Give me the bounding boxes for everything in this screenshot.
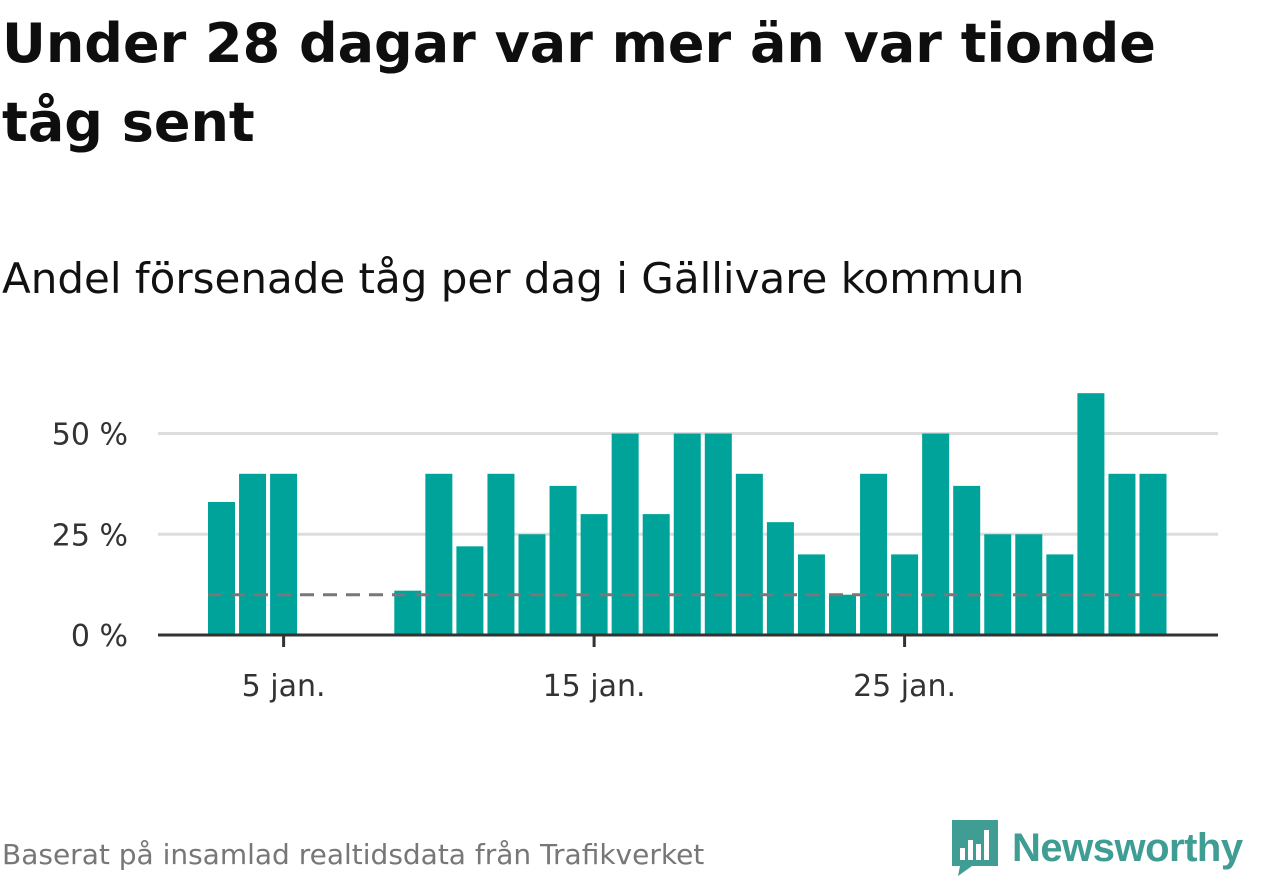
bar-27 [1015,534,1043,635]
bar-17 [704,433,732,635]
y-tick-label-0: 0 % [71,619,128,654]
bar-11 [518,534,546,635]
bar-14 [611,433,639,635]
y-tick-label-1: 25 % [52,518,128,553]
bar-15 [642,514,670,635]
bar-1 [208,502,235,635]
bar-8 [425,473,453,635]
bar-chart: 0 % 25 % 50 % 5 jan. 15 jan. 25 jan. [52,393,1218,704]
source-note: Baserat på insamlad realtidsdata från Tr… [2,838,705,871]
bar-19 [766,522,794,635]
bar-9 [456,546,484,635]
bar-13 [580,514,608,635]
bar-25 [953,485,981,635]
bar-3 [270,473,298,635]
x-tick-label-1: 15 jan. [543,669,646,704]
bar-16 [673,433,701,635]
bar-26 [984,534,1012,635]
bar-7 [394,590,422,635]
bar-29 [1077,393,1105,635]
chart-title: Under 28 dagar var mer än var tionde tåg… [2,12,1156,154]
bar-30 [1108,473,1136,635]
bar-18 [735,473,763,635]
y-tick-label-2: 50 % [52,418,128,453]
brand-logo[interactable]: Newsworthy [950,818,1243,878]
chart-subtitle: Andel försenade tåg per dag i Gällivare … [2,254,1025,303]
bar-24 [922,433,950,635]
x-tick-label-0: 5 jan. [242,669,326,704]
bar-10 [487,473,515,635]
bar-21 [829,594,856,635]
brand-name: Newsworthy [1012,825,1243,870]
bar-12 [549,485,577,635]
newsworthy-logo-icon [952,820,998,876]
bar-31 [1139,473,1167,635]
x-tick-label-2: 25 jan. [853,669,956,704]
bar-22 [860,473,888,635]
bar-2 [239,473,267,635]
